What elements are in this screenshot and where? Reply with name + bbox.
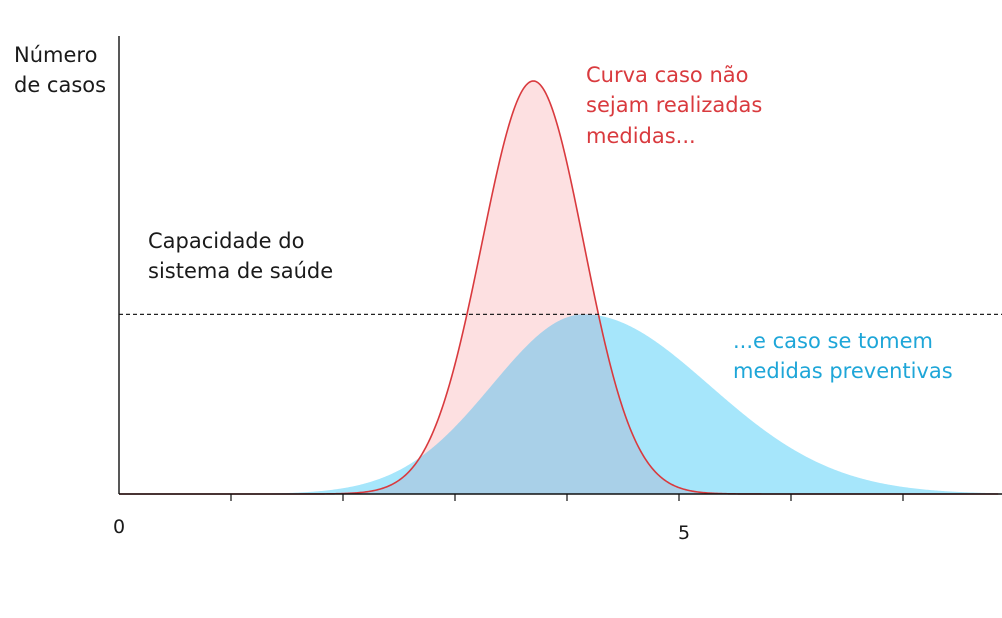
y-axis-label-line-1: Número [14,43,98,67]
x-tick-label-0: 0 [113,516,126,538]
x-tick-label-5: 5 [678,522,691,544]
mitigated-curve-label-line-1: ...e caso se tomem [733,329,933,353]
unmitigated-curve-area [119,81,999,494]
capacity-label-line-2: sistema de saúde [148,259,334,284]
unmitigated-curve-label-line-3: medidas... [586,123,696,148]
mitigated-curve-label: ...e caso se tomem medidas preventivas [733,326,953,387]
mitigated-curve-label-line-2: medidas preventivas [733,359,953,384]
capacity-label-line-1: Capacidade do [148,229,305,253]
capacity-label: Capacidade do sistema de saúde [148,226,333,287]
unmitigated-curve-label-line-1: Curva caso não [586,63,749,87]
unmitigated-curve-label-line-2: sejam realizadas [586,93,763,118]
curves-overlap-area [119,314,999,494]
unmitigated-curve-label: Curva caso não sejam realizadas medidas.… [586,60,762,151]
y-axis-label: Número de casos [14,40,106,101]
y-axis-label-line-2: de casos [14,73,107,98]
